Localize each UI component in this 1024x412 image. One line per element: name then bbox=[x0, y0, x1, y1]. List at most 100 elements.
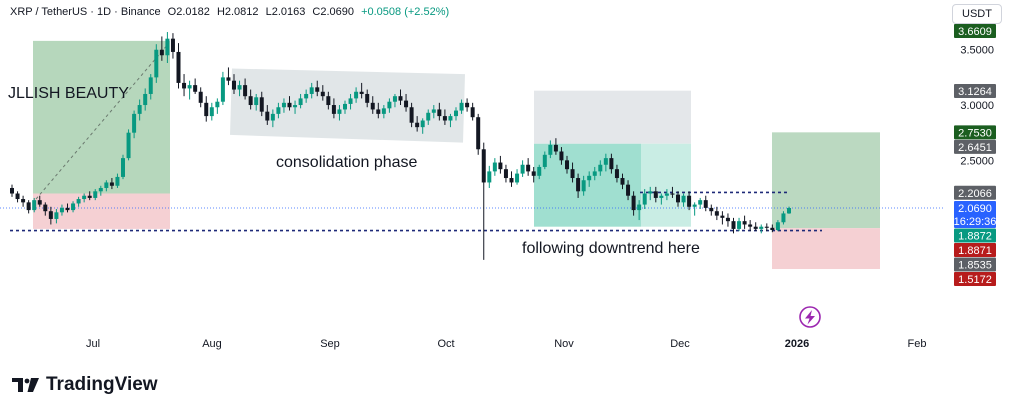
price-label-box bbox=[954, 24, 996, 38]
symbol-header: XRP / TetherUS · 1D · Binance O2.0182 H2… bbox=[10, 6, 453, 18]
drawing-zones bbox=[33, 40, 880, 270]
candle-body bbox=[426, 112, 431, 121]
candle-body bbox=[720, 215, 725, 218]
price-label[interactable]: 3.1264 bbox=[954, 84, 996, 99]
candle-body bbox=[254, 97, 259, 106]
candle bbox=[143, 88, 148, 111]
candle bbox=[753, 222, 758, 232]
candle-body bbox=[542, 154, 547, 167]
candle-body bbox=[159, 49, 164, 56]
candle-body bbox=[276, 107, 281, 114]
price-label[interactable]: 1.8872 bbox=[954, 228, 996, 243]
price-label[interactable]: 1.8871 bbox=[954, 243, 996, 257]
candle-body bbox=[487, 171, 492, 183]
candle-body bbox=[709, 207, 714, 212]
event-marker[interactable] bbox=[799, 306, 821, 328]
annotation-consolidation[interactable]: consolidation phase bbox=[276, 154, 418, 171]
candle bbox=[465, 98, 470, 112]
candle-body bbox=[748, 224, 753, 227]
price-label[interactable]: 1.8535 bbox=[954, 257, 996, 272]
candle bbox=[487, 165, 492, 188]
candle bbox=[387, 98, 392, 113]
currency-button[interactable]: USDT bbox=[952, 4, 1002, 24]
candle-body bbox=[126, 132, 131, 159]
price-label-text: 2.7530 bbox=[958, 127, 992, 139]
candle bbox=[481, 142, 486, 260]
candle bbox=[348, 93, 353, 110]
candle-body bbox=[648, 191, 653, 194]
time-axis: Jul Aug Sep Oct Nov Dec 2026 Feb bbox=[86, 338, 927, 350]
teal-extension-box[interactable] bbox=[641, 143, 691, 227]
candle-body bbox=[742, 221, 747, 225]
candle-body bbox=[287, 102, 292, 108]
candle bbox=[148, 74, 153, 100]
candle-body bbox=[759, 226, 764, 229]
candle bbox=[170, 33, 175, 59]
candle-body bbox=[714, 211, 719, 216]
candle bbox=[531, 166, 536, 183]
ohlc-high: H2.0812 bbox=[216, 6, 259, 18]
candle-body bbox=[182, 82, 187, 89]
candle-body bbox=[315, 87, 320, 92]
candle bbox=[631, 191, 636, 216]
annotation-bullish-beauty[interactable]: JLLISH BEAUTY bbox=[8, 85, 129, 102]
price-label-box bbox=[954, 139, 996, 154]
candle-body bbox=[681, 195, 686, 203]
annotation-downtrend[interactable]: following downtrend here bbox=[522, 240, 700, 257]
candle bbox=[115, 173, 120, 188]
price-label[interactable]: 3.6609 bbox=[954, 24, 996, 38]
long-position-stop-zone[interactable] bbox=[772, 228, 880, 270]
candle-body bbox=[592, 171, 597, 176]
price-label[interactable]: 2.7530 bbox=[954, 125, 996, 140]
price-label[interactable]: 2.2066 bbox=[954, 185, 996, 200]
candle bbox=[781, 211, 786, 225]
candle-body bbox=[787, 208, 791, 214]
candle bbox=[343, 100, 347, 114]
target-zone-box[interactable] bbox=[33, 40, 170, 194]
candle bbox=[359, 82, 364, 99]
candle-body bbox=[698, 200, 703, 205]
candle-body bbox=[653, 191, 658, 198]
symbol-name[interactable]: XRP / TetherUS · 1D · Binance bbox=[10, 6, 161, 18]
ohlc-close: C2.0690 bbox=[312, 6, 355, 18]
grey-target-box[interactable] bbox=[534, 90, 691, 144]
candle-body bbox=[98, 187, 103, 192]
candle bbox=[87, 191, 92, 201]
price-label[interactable]: 2.6451 bbox=[954, 139, 996, 154]
candle bbox=[126, 129, 131, 161]
candle bbox=[670, 186, 675, 198]
candle bbox=[409, 102, 414, 128]
candle-body bbox=[309, 87, 314, 94]
teal-entry-box[interactable] bbox=[534, 143, 641, 227]
candle bbox=[315, 80, 320, 97]
candle bbox=[725, 213, 730, 227]
candle-body bbox=[270, 113, 275, 121]
consolidation-box[interactable] bbox=[230, 68, 465, 143]
tradingview-logo-icon bbox=[12, 378, 39, 392]
candle-body bbox=[93, 191, 98, 198]
y-tick-label: 3.5000 bbox=[960, 45, 994, 57]
price-axis: 3.5000 3.0000 2.5000 3.6609 3.1264 2.7530 2.64… bbox=[954, 24, 997, 286]
candle bbox=[287, 96, 292, 111]
candle bbox=[565, 155, 569, 174]
candle-body bbox=[454, 110, 458, 117]
long-position-target-zone[interactable] bbox=[772, 132, 880, 229]
candle-body bbox=[193, 85, 198, 92]
candle-body bbox=[37, 200, 42, 205]
candle-body bbox=[687, 195, 692, 207]
candle bbox=[187, 80, 192, 100]
candle-body bbox=[343, 103, 347, 110]
price-label[interactable]: 1.5172 bbox=[954, 272, 996, 286]
candle bbox=[581, 175, 586, 196]
x-tick-label: Dec bbox=[670, 338, 690, 350]
candle bbox=[470, 102, 475, 121]
candle-body bbox=[631, 195, 636, 211]
candle-body bbox=[215, 101, 220, 108]
candle-body bbox=[614, 169, 619, 179]
candle-body bbox=[71, 203, 76, 211]
stop-zone-box[interactable] bbox=[33, 193, 170, 229]
tradingview-brand[interactable]: TradingView bbox=[12, 374, 158, 396]
